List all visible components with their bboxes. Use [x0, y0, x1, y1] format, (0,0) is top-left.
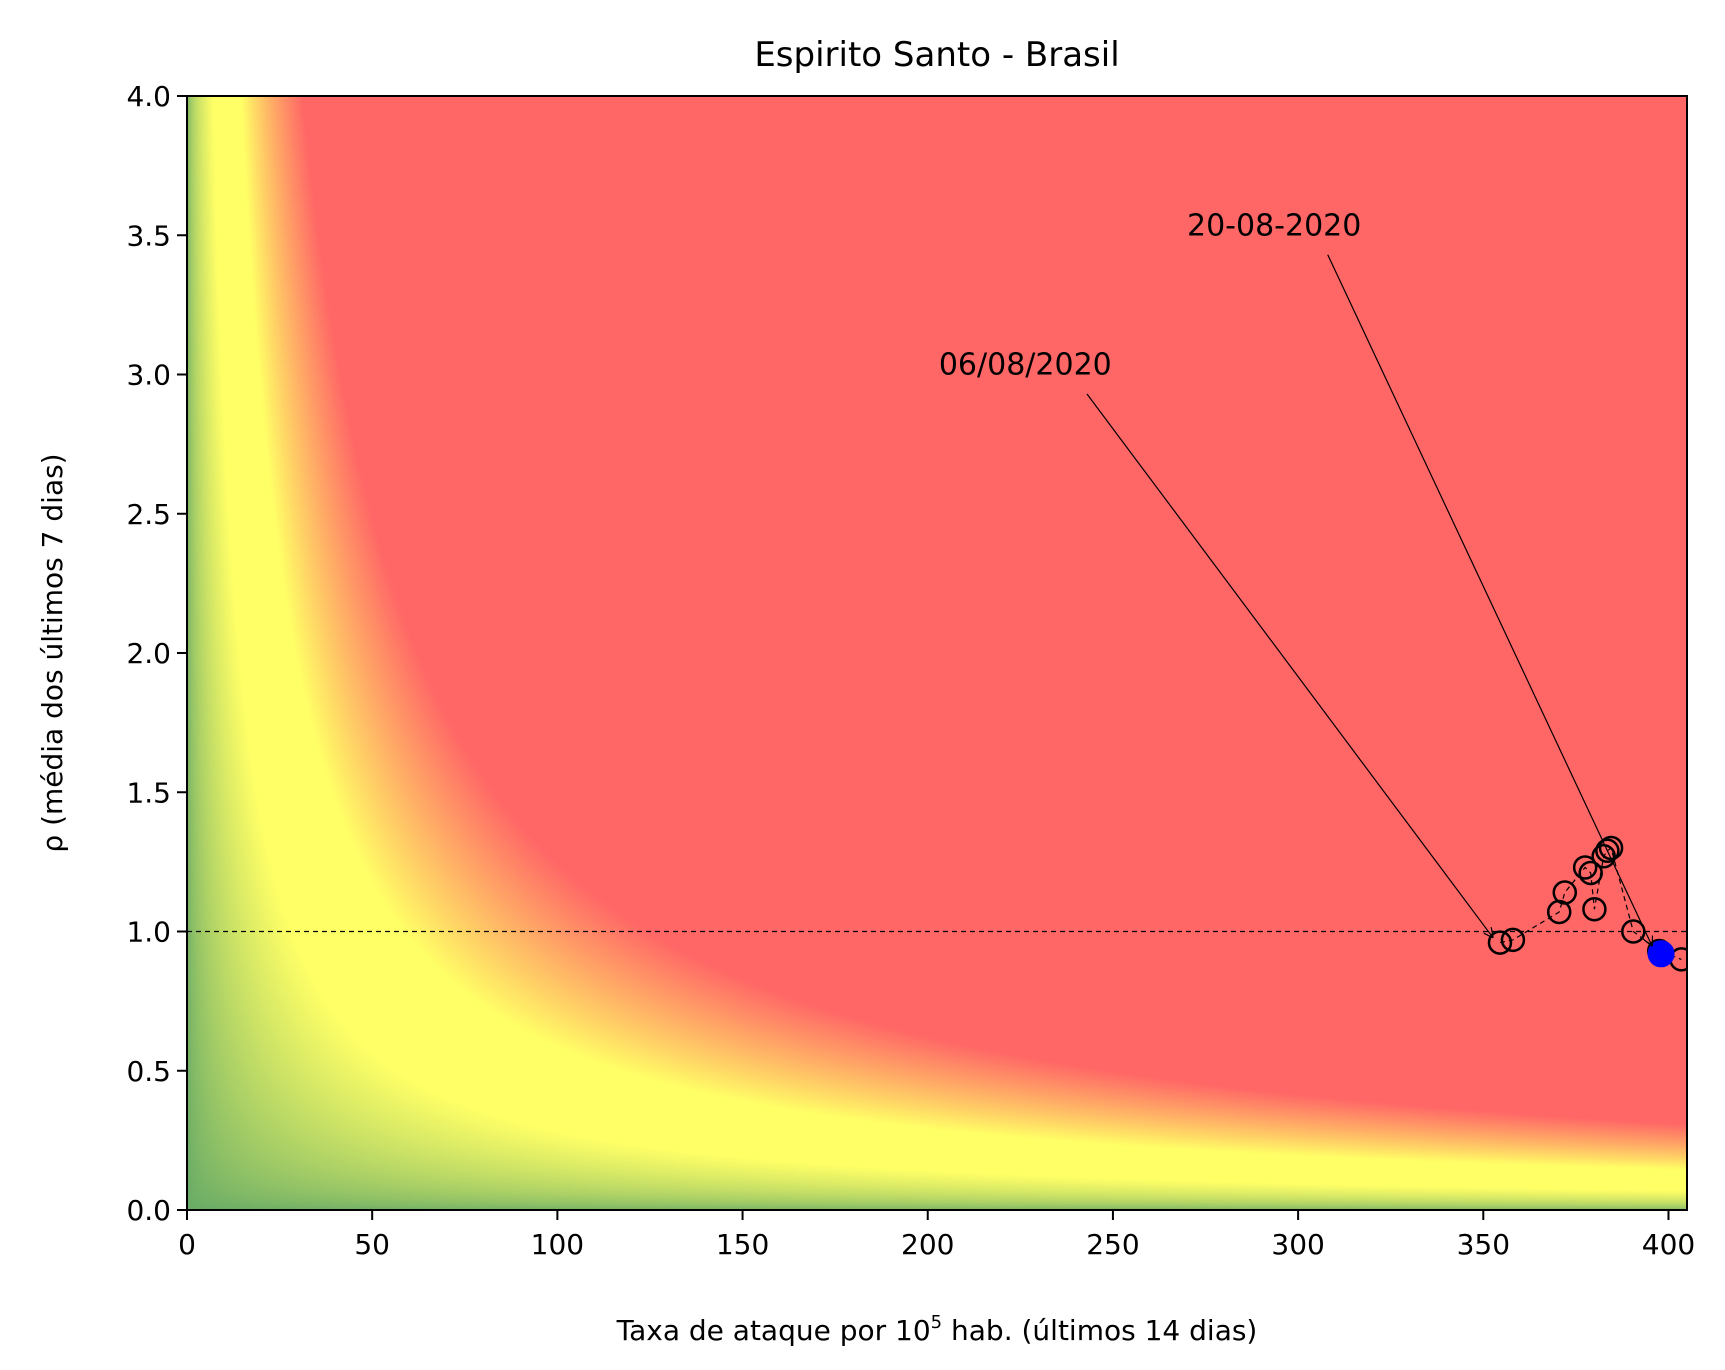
y-tick-label: 0.0 — [126, 1194, 171, 1227]
data-point — [1621, 919, 1646, 944]
y-axis-label: ρ (média dos últimos 7 dias) — [36, 453, 69, 852]
data-point — [1578, 860, 1603, 886]
x-tick-label: 100 — [531, 1228, 584, 1261]
data-point — [1591, 844, 1616, 869]
data-point — [1582, 896, 1607, 922]
x-axis-label: Taxa de ataque por 105 hab. (últimos 14 … — [616, 1312, 1258, 1347]
latest-point — [1647, 940, 1675, 968]
y-tick-label: 0.5 — [126, 1055, 171, 1088]
y-tick-label: 1.5 — [126, 776, 171, 809]
y-tick-label: 1.0 — [126, 916, 171, 949]
y-tick-label: 3.5 — [126, 219, 171, 252]
x-tick-label: 0 — [178, 1228, 196, 1261]
data-point — [1552, 880, 1578, 905]
data-points — [1487, 835, 1687, 972]
annotations: 06/08/2020 20-08-2020 — [939, 208, 1652, 945]
x-tick-label: 300 — [1271, 1228, 1324, 1261]
data-point — [1595, 838, 1620, 863]
x-tick-label: 50 — [354, 1228, 390, 1261]
data-point — [1572, 855, 1598, 880]
annotation-arrow — [1327, 254, 1652, 946]
x-tick-label: 150 — [716, 1228, 769, 1261]
data-point — [1487, 930, 1513, 955]
chart-title: Espirito Santo - Brasil — [754, 35, 1119, 75]
x-axis-ticks: 0 50 100 150 200 250 300 350 400 — [178, 1210, 1695, 1261]
annotation-label: 20-08-2020 — [1187, 208, 1361, 243]
annotation-label: 06/08/2020 — [939, 348, 1112, 383]
gradient-image — [187, 96, 1687, 1210]
y-tick-label: 4.0 — [126, 80, 171, 113]
x-tick-label: 400 — [1642, 1228, 1695, 1261]
y-axis-ticks: 0.0 0.5 1.0 1.5 2.0 2.5 3.0 3.5 4.0 — [126, 80, 187, 1227]
x-tick-label: 200 — [901, 1228, 954, 1261]
y-tick-label: 2.5 — [126, 498, 171, 531]
annotation-arrow — [1086, 393, 1493, 937]
y-tick-label: 2.0 — [126, 637, 171, 670]
y-tick-label: 3.0 — [126, 359, 171, 392]
risk-background — [187, 96, 1687, 1210]
x-tick-label: 350 — [1457, 1228, 1510, 1261]
series-line — [1499, 846, 1682, 960]
data-point — [1500, 927, 1526, 953]
x-tick-label: 250 — [1086, 1228, 1139, 1261]
